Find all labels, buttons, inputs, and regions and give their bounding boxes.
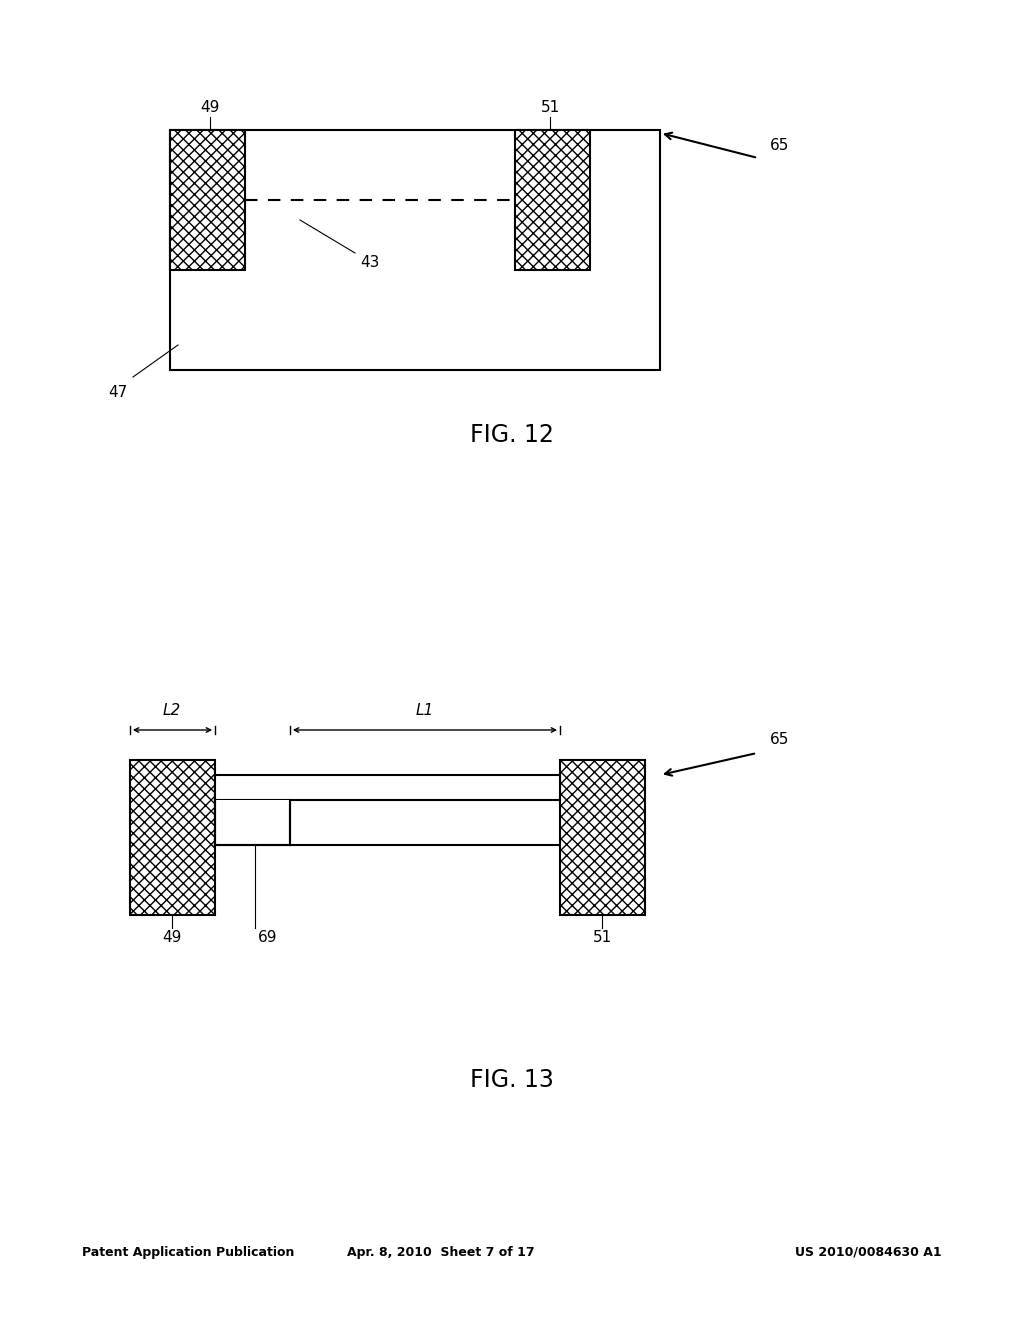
Text: 47: 47 [109,385,128,400]
Text: 69: 69 [258,931,278,945]
Text: 49: 49 [201,100,220,115]
Text: 43: 43 [360,255,380,271]
Bar [170,129,245,271]
Text: 65: 65 [770,733,790,747]
Bar [130,760,215,915]
Bar [170,129,660,370]
Text: 51: 51 [541,100,560,115]
Bar [215,800,290,845]
Text: L1: L1 [416,704,434,718]
Text: 49: 49 [163,931,181,945]
Text: L2: L2 [163,704,181,718]
Text: US 2010/0084630 A1: US 2010/0084630 A1 [796,1246,942,1258]
Bar [560,760,645,915]
Text: 65: 65 [770,137,790,153]
Text: Apr. 8, 2010  Sheet 7 of 17: Apr. 8, 2010 Sheet 7 of 17 [346,1246,535,1258]
Bar [215,775,560,800]
Bar [515,129,590,271]
Text: 51: 51 [592,931,611,945]
Text: FIG. 13: FIG. 13 [470,1068,554,1092]
Text: Patent Application Publication: Patent Application Publication [82,1246,294,1258]
Text: FIG. 12: FIG. 12 [470,422,554,447]
